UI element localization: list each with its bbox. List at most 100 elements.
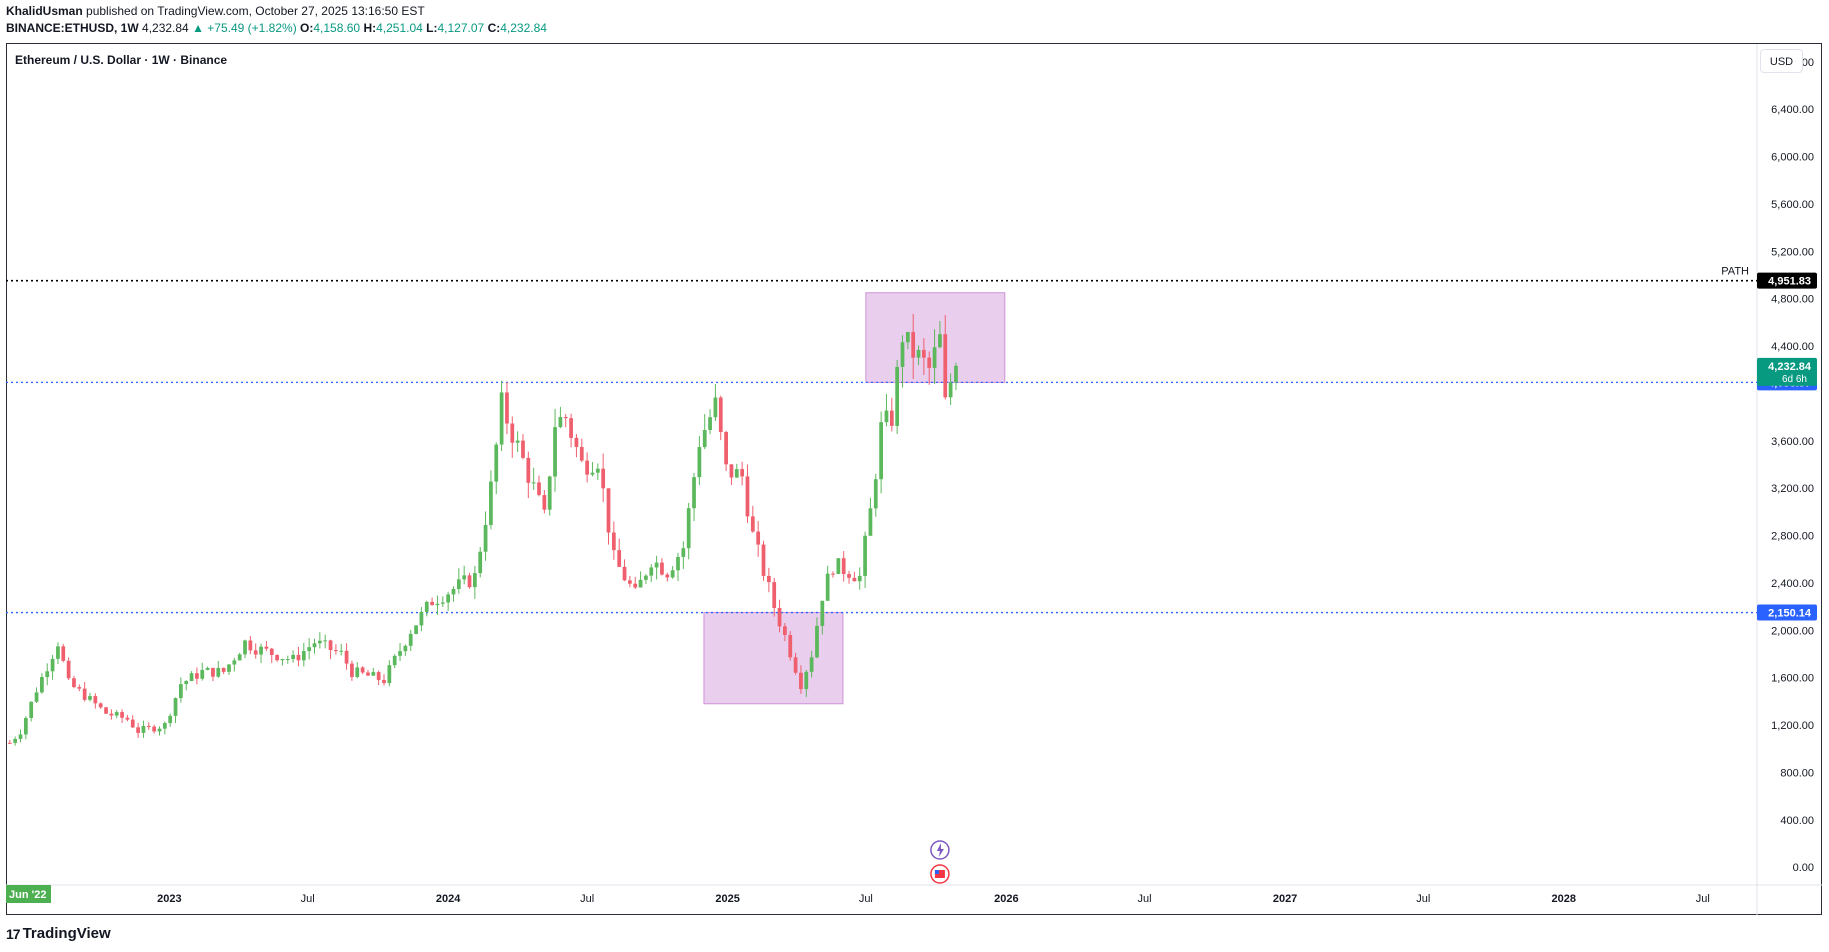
candle-down	[724, 431, 728, 465]
candle-up	[205, 667, 210, 670]
candle-up	[713, 397, 718, 418]
candle-up	[440, 602, 445, 604]
candle-down	[761, 544, 766, 576]
currency-button[interactable]: USD	[1760, 49, 1803, 73]
candle-up	[285, 659, 290, 661]
candle-up	[916, 349, 921, 358]
candle-down	[328, 640, 333, 651]
candle-down	[766, 575, 771, 583]
candle-down	[152, 726, 157, 732]
candle-up	[414, 625, 418, 634]
price-tick-label: 3,600.00	[1771, 436, 1814, 448]
candle-up	[317, 640, 322, 644]
candle-down	[628, 580, 632, 584]
candle-up	[446, 594, 451, 603]
level-price-label: 2,150.14	[1768, 608, 1812, 620]
candle-down	[211, 667, 215, 677]
candle-down	[799, 672, 803, 690]
candle-down	[574, 437, 579, 447]
candle-up	[435, 603, 440, 606]
candle-up	[162, 723, 167, 729]
candle-up	[836, 558, 841, 574]
candle-down	[729, 464, 734, 478]
candle-down	[93, 696, 98, 704]
candle-down	[467, 575, 472, 588]
bar-countdown-label: 6d 6h	[1782, 374, 1807, 385]
candle-up	[868, 508, 873, 536]
candle-down	[660, 562, 664, 575]
time-tick-label: Jul	[301, 893, 315, 905]
tradingview-logo[interactable]: 17 TradingView	[6, 925, 111, 942]
candle-up	[232, 660, 237, 665]
price-tick-label: 4,400.00	[1771, 341, 1814, 353]
candle-up	[45, 671, 50, 678]
candle-down	[526, 457, 531, 483]
time-tick-label: Jun '22	[9, 889, 46, 901]
candle-up	[355, 667, 360, 678]
flag-canton-icon	[934, 870, 939, 874]
candle-up	[339, 650, 344, 652]
candle-up	[595, 468, 600, 473]
candle-down	[7, 742, 12, 744]
candle-down	[130, 719, 135, 728]
candle-down	[718, 397, 723, 432]
candle-up	[398, 651, 402, 656]
time-tick-label: 2026	[994, 893, 1018, 905]
candle-up	[50, 658, 55, 672]
candle-down	[296, 654, 301, 661]
candle-up	[291, 654, 295, 660]
publish-header: KhalidUsman published on TradingView.com…	[6, 4, 425, 19]
candle-up	[879, 422, 883, 480]
price-tick-label: 3,200.00	[1771, 483, 1814, 495]
candle-up	[173, 698, 178, 716]
price-tick-label: 0.00	[1793, 862, 1814, 874]
author-name[interactable]: KhalidUsman	[6, 4, 83, 18]
candle-up	[489, 481, 493, 525]
price-tick-label: 800.00	[1780, 767, 1814, 779]
level-price-badge	[1757, 604, 1817, 621]
price-tick-label: 5,200.00	[1771, 246, 1814, 258]
candle-down	[783, 626, 787, 636]
candle-down	[922, 349, 926, 358]
candle-down	[740, 469, 745, 477]
candle-up	[280, 659, 285, 661]
candle-up	[301, 651, 306, 661]
candle-up	[451, 589, 456, 595]
candle-down	[120, 712, 124, 718]
price-tick-label: 1,600.00	[1771, 673, 1814, 685]
candle-up	[553, 427, 557, 477]
candle-up	[157, 728, 162, 732]
candle-down	[195, 673, 199, 679]
time-tick-label: Jul	[1138, 893, 1152, 905]
price-tick-label: 2,400.00	[1771, 578, 1814, 590]
rectangle-zone	[865, 292, 1006, 383]
open-label: O:	[300, 21, 314, 35]
candle-up	[483, 524, 488, 552]
candle-down	[510, 423, 515, 443]
candle-up	[905, 331, 910, 343]
candle-up	[29, 701, 34, 718]
candle-up	[644, 575, 648, 580]
high-value: 4,251.04	[376, 21, 423, 35]
candle-up	[216, 667, 221, 677]
price-tick-label: 6,000.00	[1771, 152, 1814, 164]
candle-down	[542, 495, 547, 510]
candle-down	[847, 574, 851, 578]
candle-down	[66, 660, 71, 679]
ohlc-line: BINANCE:ETHUSD, 1W 4,232.84 ▲ +75.49 (+1…	[6, 21, 547, 36]
candle-down	[927, 357, 932, 368]
candle-up	[312, 643, 317, 648]
candle-down	[579, 446, 584, 461]
candle-down	[253, 650, 258, 655]
candle-down	[77, 687, 82, 689]
candle-up	[531, 482, 536, 484]
candle-down	[943, 334, 948, 398]
candle-up	[873, 479, 878, 509]
candle-up	[237, 654, 242, 661]
candle-up	[13, 738, 18, 743]
candle-down	[275, 654, 279, 661]
candle-up	[857, 575, 862, 582]
candle-up	[200, 669, 205, 679]
candle-down	[430, 601, 434, 606]
